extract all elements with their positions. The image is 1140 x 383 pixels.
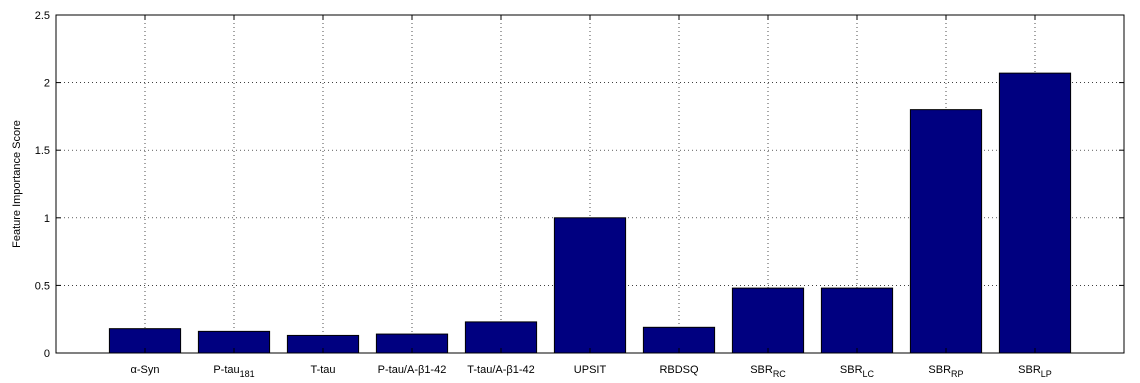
bar — [553, 217, 627, 354]
y-tick-label: 0 — [44, 348, 50, 360]
y-tick-label: 1 — [44, 213, 50, 225]
x-tick-label: SBRRC — [750, 364, 786, 379]
y-axis-ticks: 0 0.5 1 1.5 2 2.5 — [35, 10, 1124, 360]
y-axis-label: Feature Importance Score — [11, 120, 23, 248]
bar — [909, 109, 983, 354]
x-tick-label: T-tau — [310, 364, 335, 376]
x-tick-label: SBRLP — [1018, 364, 1052, 379]
bar — [820, 287, 894, 354]
grid-lines — [56, 15, 1124, 353]
bars — [108, 72, 1072, 354]
x-axis-ticks: α-Syn P-tau181 T-tau P-tau/A-β1-42 T-tau/A-β… — [131, 15, 1052, 379]
y-tick-label: 2.5 — [35, 10, 50, 22]
y-tick-label: 1.5 — [35, 145, 50, 157]
x-tick-label: UPSIT — [574, 364, 607, 376]
x-tick-label: SBRRP — [928, 364, 963, 379]
y-tick-label: 2 — [44, 78, 50, 90]
x-tick-label: T-tau/A-β1-42 — [467, 364, 534, 376]
y-tick-label: 0.5 — [35, 280, 50, 292]
x-tick-label: α-Syn — [131, 364, 160, 376]
x-tick-label: RBDSQ — [659, 364, 699, 376]
x-tick-label: P-tau181 — [213, 364, 254, 379]
x-tick-label: P-tau/A-β1-42 — [378, 364, 447, 376]
bar — [998, 72, 1072, 354]
x-tick-label: SBRLC — [840, 364, 875, 379]
bar — [731, 287, 805, 354]
